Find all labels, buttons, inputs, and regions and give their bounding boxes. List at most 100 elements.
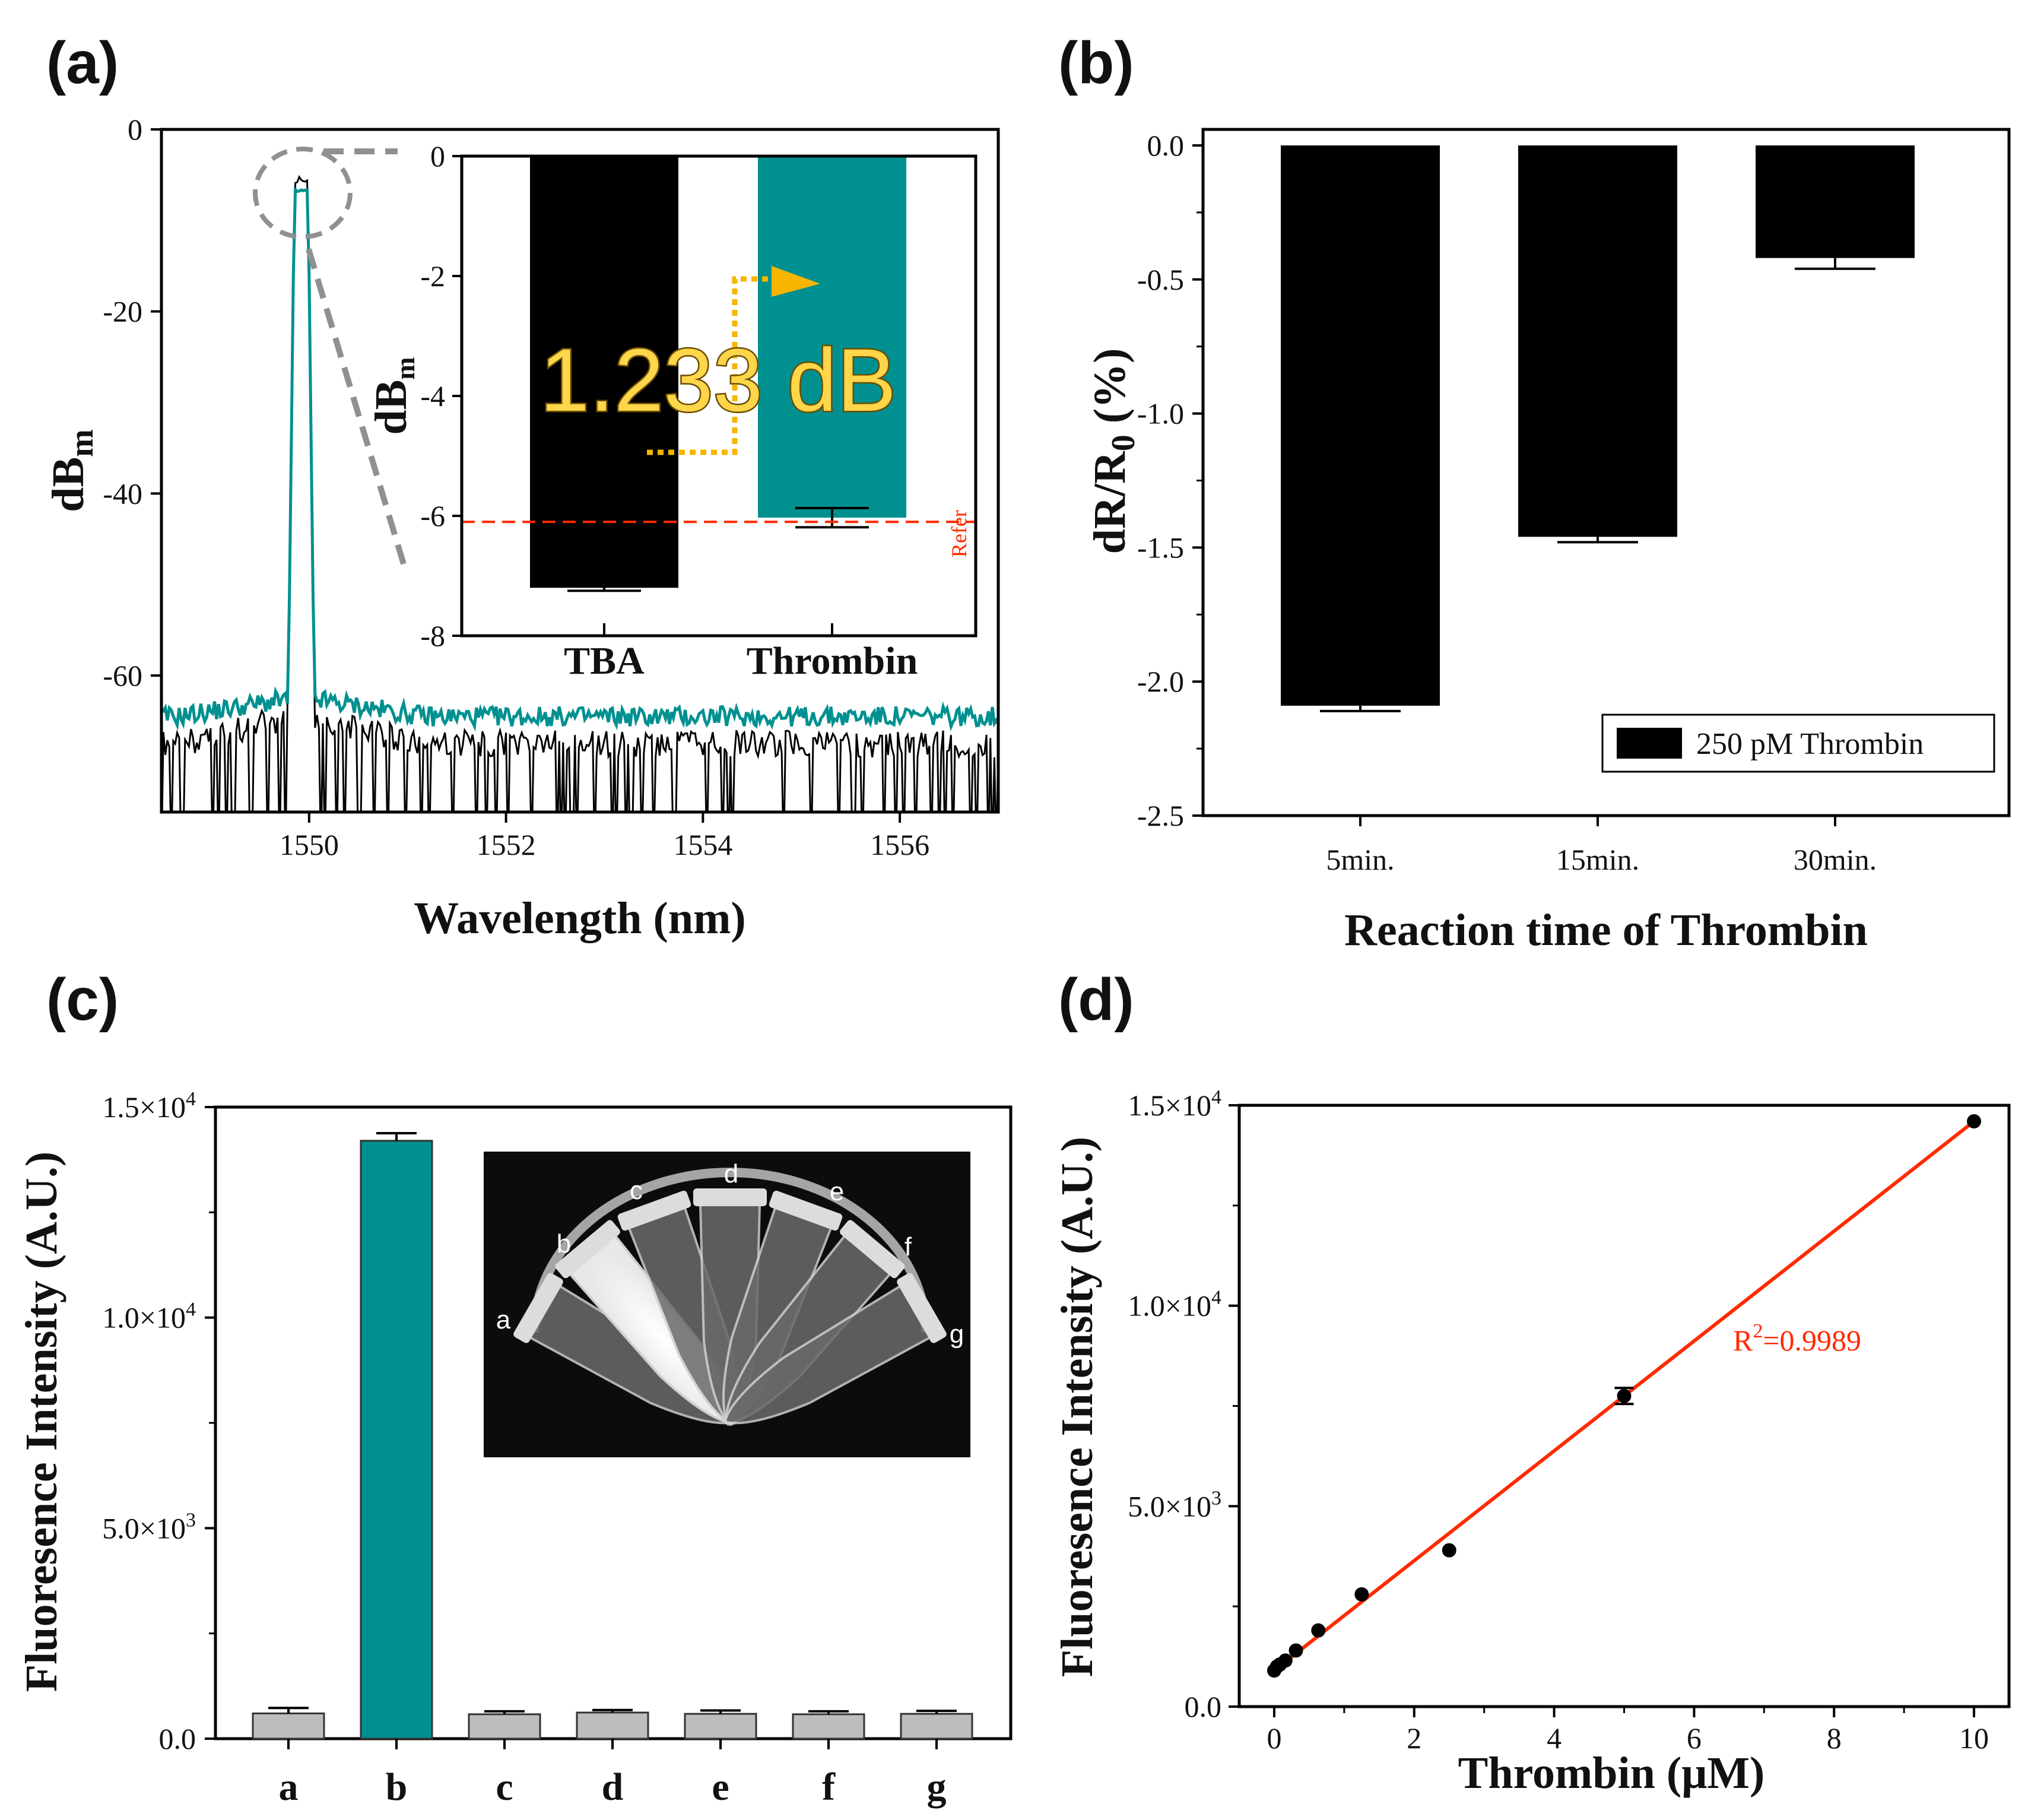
panel-d-ytick-label-mantissa: 1.0×10 <box>1128 1289 1211 1323</box>
panel-c-xtick-label: a <box>279 1765 299 1809</box>
panel-d-x-ticks: 0 2 4 6 8 10 <box>1267 1707 1989 1755</box>
panel-d-ytick-label: 1.0×104 <box>1128 1287 1221 1323</box>
panel-b-bars <box>1281 145 1915 711</box>
panel-d-ytick-label-exponent: 4 <box>1211 1086 1221 1108</box>
zoom-circle <box>255 149 350 237</box>
panel-b-ytick-label: -1.5 <box>1137 531 1184 564</box>
panel-a-xtick-label: 1554 <box>673 828 732 861</box>
panel-c-ytick-label: 1.0×104 <box>102 1299 196 1334</box>
panel-b-x-title: Reaction time of Thrombin <box>1344 905 1868 955</box>
panel-d-plot-frame <box>1239 1105 2009 1707</box>
tube-label: c <box>630 1176 643 1205</box>
panel-c-bar-b <box>361 1141 432 1739</box>
r-squared-value: =0.9989 <box>1763 1324 1861 1357</box>
panel-c-ytick-label-mantissa: 0.0 <box>159 1722 196 1755</box>
panel-c-xtick-label: d <box>602 1765 624 1809</box>
panel-a-ytick-label: -60 <box>103 659 142 692</box>
tube-label: d <box>724 1159 738 1188</box>
panel-c-y-title: Fluoresence Intensity (A.U.) <box>17 1152 66 1692</box>
panel-a-y-title: dBm <box>43 429 100 512</box>
panel-c-bar-c <box>469 1714 540 1739</box>
panel-b-xtick-label: 30min. <box>1794 843 1877 876</box>
panel-d-ytick-label-exponent: 3 <box>1211 1487 1221 1509</box>
legend-label: 250 pM Thrombin <box>1696 727 1924 761</box>
panel-d-xtick-label: 2 <box>1407 1721 1421 1755</box>
panel-a-y-title-sub: m <box>64 429 100 457</box>
panel-c-bar-e <box>685 1714 756 1739</box>
r-squared-sup: 2 <box>1753 1320 1763 1342</box>
panel-d-ytick-label: 5.0×103 <box>1128 1487 1221 1523</box>
panel-c-ytick-label-exponent: 3 <box>186 1509 196 1531</box>
inset-y-title-sub: m <box>390 357 420 379</box>
tube-label: g <box>950 1320 964 1349</box>
panel-d-ytick-label-exponent: 4 <box>1211 1287 1221 1309</box>
panel-d-point <box>1354 1587 1369 1602</box>
inset-ytick-label: 0 <box>430 139 445 173</box>
panel-a-x-ticks: 1550 1552 1554 1556 <box>280 812 929 861</box>
figure: (a) 0-20-40-60 1550 1552 1554 1556 dBm Wave… <box>0 0 2028 1820</box>
panel-c-bar-a <box>253 1713 324 1739</box>
panel-b-ytick-label: -0.5 <box>1137 263 1184 296</box>
panel-c-ytick-label-mantissa: 1.0×10 <box>102 1301 186 1334</box>
panel-d: (d) 0.05.0×1031.0×1041.5×104 0 2 4 6 8 10 Flu… <box>1052 966 2009 1798</box>
panel-d-ytick-label: 0.0 <box>1185 1690 1222 1723</box>
panel-d-xtick-label: 10 <box>1959 1721 1989 1755</box>
panel-c-xtick-label: f <box>822 1765 836 1809</box>
panel-c-ytick-label-exponent: 4 <box>186 1299 196 1321</box>
inset-y-title: dBm <box>366 357 420 435</box>
panel-d-xtick-label: 0 <box>1267 1721 1281 1755</box>
panel-b-ytick-label: -2.5 <box>1137 799 1184 832</box>
panel-d-y-title: Fluoresence Intensity (A.U.) <box>1052 1137 1102 1677</box>
panel-d-y-ticks: 0.05.0×1031.0×1041.5×104 <box>1128 1086 1239 1723</box>
panel-a-ytick-label: -20 <box>103 295 142 328</box>
inset-y-ticks: 0 -2 -4 -6 -8 <box>420 139 462 652</box>
panel-b-ytick-label: -1.0 <box>1137 397 1184 430</box>
inset-ytick-label: -8 <box>420 619 445 652</box>
panel-c-x-ticks: a b c d e f g <box>279 1739 947 1809</box>
panel-d-xtick-label: 8 <box>1827 1721 1842 1755</box>
panel-a-x-title: Wavelength (nm) <box>414 893 745 943</box>
tube-cap <box>693 1188 767 1206</box>
annotation-value: 1.233 dB <box>540 330 897 430</box>
r-squared-prefix: R <box>1733 1324 1753 1357</box>
panel-b-ytick-label: -2.0 <box>1137 665 1184 698</box>
tubes-photo: a b c d e f g <box>484 1152 970 1457</box>
panel-c-ytick-label: 0.0 <box>159 1722 196 1755</box>
panel-c-xtick-label: g <box>927 1765 947 1809</box>
inset-reference-label: Refer <box>947 510 971 557</box>
panel-d-point <box>1278 1653 1293 1667</box>
tube-label: b <box>557 1229 571 1258</box>
panel-b-ytick-label: 0.0 <box>1147 129 1185 162</box>
panel-a-ytick-label: 0 <box>128 113 142 146</box>
panel-d-point <box>1617 1389 1632 1403</box>
panel-c-ytick-label-exponent: 4 <box>186 1088 196 1110</box>
legend-swatch <box>1617 728 1682 759</box>
panel-c-ytick-label: 1.5×104 <box>102 1088 196 1124</box>
panel-c-ytick-label: 5.0×103 <box>102 1509 196 1545</box>
inset-ytick-label: -6 <box>420 499 445 532</box>
panel-a-xtick-label: 1556 <box>870 828 929 861</box>
panel-d-ytick-label-mantissa: 1.5×10 <box>1128 1089 1211 1122</box>
panel-b: (b) 0.0-0.5-1.0-1.5-2.0-2.5 5min. 15min. 3… <box>1058 30 2009 955</box>
panel-c-xtick-label: e <box>712 1765 729 1809</box>
panel-a-xtick-label: 1550 <box>280 828 339 861</box>
panel-b-legend: 250 pM Thrombin <box>1602 715 1994 772</box>
panel-c-xtick-label: c <box>496 1765 513 1809</box>
panel-a-xtick-label: 1552 <box>477 828 536 861</box>
inset-y-title-main: dB <box>366 380 416 435</box>
panel-a-inset: Refer 0 -2 -4 -6 -8 TBA Thrombin dBm 1.233 dB <box>366 139 976 683</box>
panel-b-y-ticks: 0.0 -0.5 -1.0 -1.5 -2.0 -2.5 <box>1137 129 1203 832</box>
panel-c-xtick-label: b <box>386 1765 408 1809</box>
panel-d-x-title: Thrombin (μM) <box>1458 1748 1765 1798</box>
inset-ytick-label: -2 <box>420 259 445 293</box>
panel-b-y-title: dR/R0 (%) <box>1085 348 1142 554</box>
panel-b-y-title-main: dR/R <box>1085 451 1135 554</box>
panel-b-y-title-sub: 0 <box>1105 435 1142 451</box>
panel-b-bar-3 <box>1756 145 1915 258</box>
panel-d-ytick-label-mantissa: 0.0 <box>1185 1690 1222 1723</box>
panel-c-ytick-label-mantissa: 5.0×10 <box>102 1511 186 1545</box>
inset-ytick-label: -4 <box>420 379 445 413</box>
panel-a-y-ticks: 0 -20 -40 -60 <box>103 113 161 692</box>
